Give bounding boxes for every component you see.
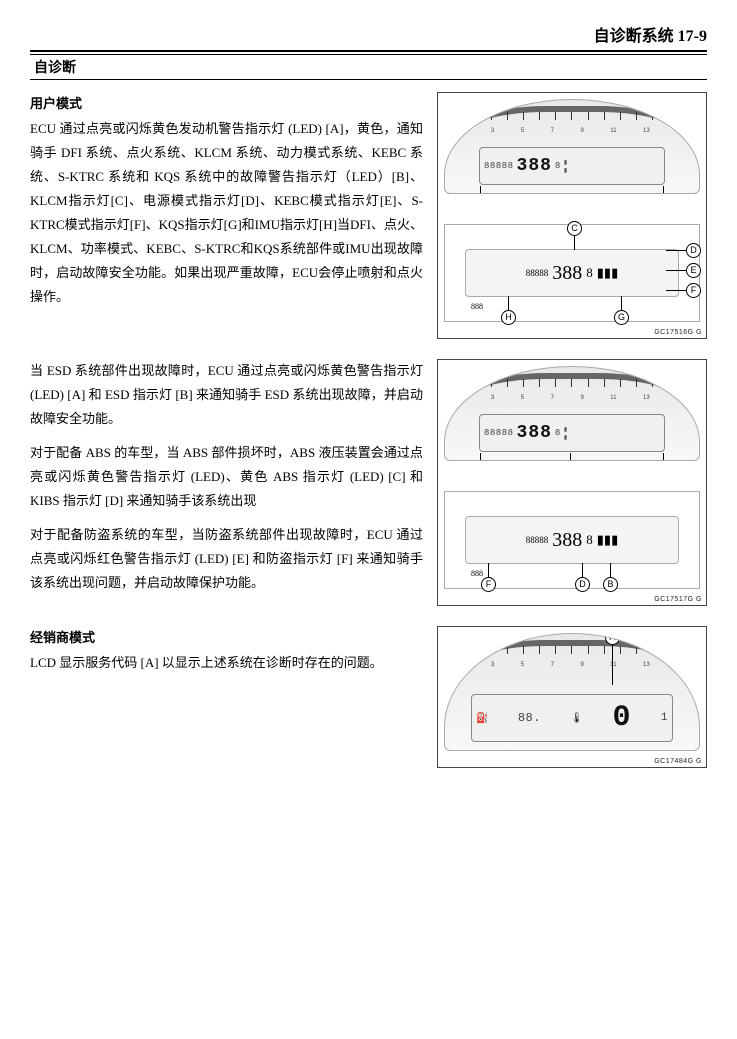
fig2-lower-lcd: 88888 388 8 ▮▮▮	[465, 516, 679, 564]
spacer	[444, 467, 700, 485]
fig3-lcd: ⛽ 88. 🌡 0 1	[471, 694, 673, 742]
dealer-mode-paragraph: LCD 显示服务代码 [A] 以显示上述系统在诊断时存在的问题。	[30, 651, 423, 675]
figure-1-frame: 13579111315 88888 388 8 ▮▮ A B	[437, 92, 707, 339]
lcd-gear-indicator: 1	[661, 712, 668, 724]
fig3-dash: 13579111315 ⛽ 88. 🌡 0 1 A	[444, 633, 700, 751]
temp-icon: 🌡	[570, 713, 583, 724]
lcd-small-digits: 88888	[484, 161, 514, 171]
figure-2-column: 13579111315 88888 388 8 ▮▮ A C E	[437, 359, 707, 606]
figure-2-frame: 13579111315 88888 388 8 ▮▮ A C E	[437, 359, 707, 606]
section-title-bar: 自诊断	[30, 54, 707, 80]
callout-F: F	[686, 283, 701, 298]
figure-code-label: GC17484G G	[654, 758, 702, 765]
block-esd-abs: 当 ESD 系统部件出现故障时，ECU 通过点亮或闪烁黄色警告指示灯 (LED)…	[30, 359, 707, 606]
figure-code-label: GC17516G G	[654, 329, 702, 336]
lcd-suffix: 8	[555, 161, 561, 171]
esd-abs-text: 当 ESD 系统部件出现故障时，ECU 通过点亮或闪烁黄色警告指示灯 (LED)…	[30, 359, 423, 606]
lcd-icon-stack: ▮▮	[564, 159, 567, 174]
callout-B: B	[603, 577, 618, 592]
callout-E: E	[686, 263, 701, 278]
leader-line	[480, 186, 481, 194]
block-user-mode: 用户模式 ECU 通过点亮或闪烁黄色发动机警告指示灯 (LED) [A]，黄色，…	[30, 92, 707, 339]
figure-3-frame: 13579111315 ⛽ 88. 🌡 0 1 A GC17484G G	[437, 626, 707, 768]
lcd-extra: 888	[471, 302, 483, 311]
fig1-upper-lcd: 88888 388 8 ▮▮	[479, 147, 665, 185]
tacho-scale-numbers: 13579111315	[461, 128, 683, 134]
figure-3-column: 13579111315 ⛽ 88. 🌡 0 1 A GC17484G G	[437, 626, 707, 768]
fig2-upper-dash: 13579111315 88888 388 8 ▮▮ A C E	[444, 366, 700, 461]
tacho-ticks	[459, 112, 685, 138]
lcd-big-digits: 388	[517, 156, 552, 176]
dealer-mode-text: 经销商模式 LCD 显示服务代码 [A] 以显示上述系统在诊断时存在的问题。	[30, 626, 423, 768]
user-mode-text: 用户模式 ECU 通过点亮或闪烁黄色发动机警告指示灯 (LED) [A]，黄色，…	[30, 92, 423, 339]
tacho-ticks	[459, 379, 685, 405]
user-mode-paragraph: ECU 通过点亮或闪烁黄色发动机警告指示灯 (LED) [A]，黄色，通知骑手 …	[30, 117, 423, 309]
page-header-title: 自诊断系统 17-9	[30, 22, 707, 52]
callout-C: C	[567, 221, 582, 236]
fig2-upper-lcd: 88888 388 8 ▮▮	[479, 414, 665, 452]
block-dealer-mode: 经销商模式 LCD 显示服务代码 [A] 以显示上述系统在诊断时存在的问题。 1…	[30, 626, 707, 768]
dealer-mode-heading: 经销商模式	[30, 626, 423, 650]
figure-1-column: 13579111315 88888 388 8 ▮▮ A B	[437, 92, 707, 339]
callout-G: G	[614, 310, 629, 325]
figure-code-label: GC17517G G	[654, 596, 702, 603]
tacho-scale-numbers: 13579111315	[461, 395, 683, 401]
fig1-lower-panel: 88888 388 8 ▮▮▮ 888 C D E F G	[444, 224, 700, 322]
spacer	[444, 200, 700, 218]
tacho-ticks	[459, 646, 685, 672]
callout-D: D	[575, 577, 590, 592]
lcd-main-readout: 0	[612, 701, 631, 735]
page-root: 自诊断系统 17-9 自诊断 用户模式 ECU 通过点亮或闪烁黄色发动机警告指示…	[0, 0, 737, 798]
fig1-lower-lcd: 88888 388 8 ▮▮▮	[465, 249, 679, 297]
abs-paragraph: 对于配备 ABS 的车型，当 ABS 部件损坏时，ABS 液压装置会通过点亮或闪…	[30, 441, 423, 513]
user-mode-heading: 用户模式	[30, 92, 423, 116]
callout-F: F	[481, 577, 496, 592]
fig1-upper-dash: 13579111315 88888 388 8 ▮▮ A B	[444, 99, 700, 194]
fig2-lower-panel: 88888 388 8 ▮▮▮ 888 F D B	[444, 491, 700, 589]
callout-D: D	[686, 243, 701, 258]
immobilizer-paragraph: 对于配备防盗系统的车型，当防盗系统部件出现故障时，ECU 通过点亮或闪烁红色警告…	[30, 523, 423, 595]
tacho-scale-numbers: 13579111315	[461, 662, 683, 668]
esd-paragraph: 当 ESD 系统部件出现故障时，ECU 通过点亮或闪烁黄色警告指示灯 (LED)…	[30, 359, 423, 431]
leader-line	[663, 186, 664, 194]
callout-H: H	[501, 310, 516, 325]
fuel-icon: ⛽	[476, 713, 488, 724]
